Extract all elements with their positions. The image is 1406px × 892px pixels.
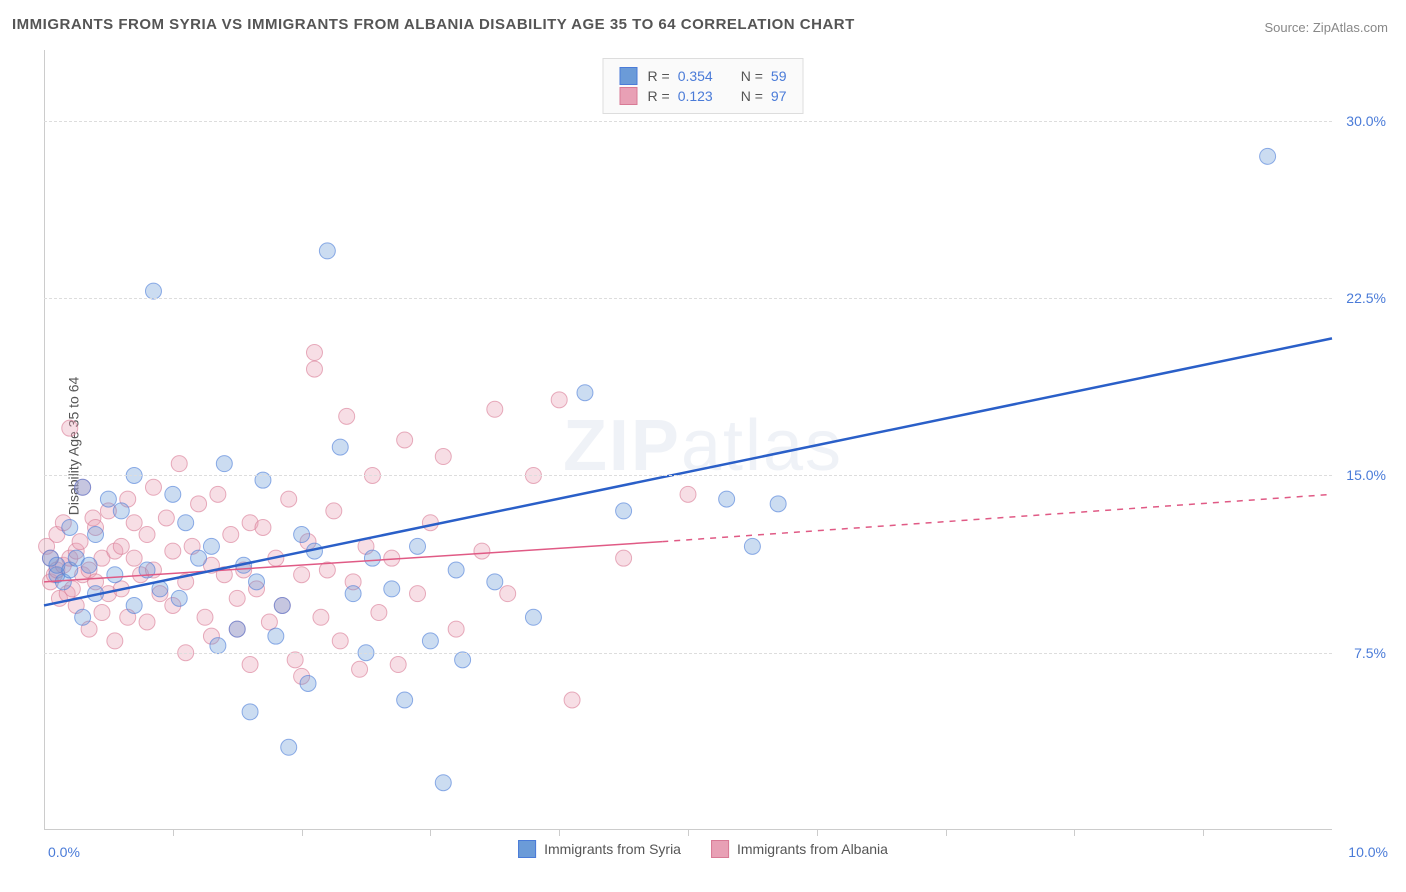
r-value-1: 0.354 [678, 68, 713, 84]
n-value-2: 97 [771, 88, 787, 104]
gridline [44, 121, 1332, 122]
n-value-1: 59 [771, 68, 787, 84]
bottom-legend-syria: Immigrants from Syria [518, 840, 681, 858]
x-tick-10: 10.0% [1348, 844, 1388, 860]
bottom-label-albania: Immigrants from Albania [737, 841, 888, 857]
y-tick-label: 15.0% [1346, 467, 1386, 483]
bottom-swatch-albania [711, 840, 729, 858]
series-legend: Immigrants from Syria Immigrants from Al… [518, 838, 888, 860]
y-tick-label: 30.0% [1346, 113, 1386, 129]
scatter-svg [44, 50, 1332, 830]
x-tick-0: 0.0% [48, 844, 80, 860]
y-tick-label: 22.5% [1346, 290, 1386, 306]
gridline [44, 475, 1332, 476]
legend-swatch-albania [620, 87, 638, 105]
chart-title: IMMIGRANTS FROM SYRIA VS IMMIGRANTS FROM… [12, 16, 855, 33]
legend-swatch-syria [620, 67, 638, 85]
gridline [44, 298, 1332, 299]
y-tick-label: 7.5% [1354, 645, 1386, 661]
n-label-2: N = [741, 88, 763, 104]
chart-container: IMMIGRANTS FROM SYRIA VS IMMIGRANTS FROM… [0, 0, 1406, 892]
gridline [44, 653, 1332, 654]
n-label-1: N = [741, 68, 763, 84]
r-label-2: R = [648, 88, 670, 104]
x-minor-ticks [44, 830, 1332, 836]
bottom-label-syria: Immigrants from Syria [544, 841, 681, 857]
legend-row-syria: R = 0.354 N = 59 [620, 67, 787, 85]
r-label-1: R = [648, 68, 670, 84]
legend-row-albania: R = 0.123 N = 97 [620, 87, 787, 105]
bottom-swatch-syria [518, 840, 536, 858]
bottom-legend-albania: Immigrants from Albania [711, 840, 888, 858]
correlation-legend: R = 0.354 N = 59 R = 0.123 N = 97 [603, 58, 804, 114]
source-attribution: Source: ZipAtlas.com [1264, 20, 1388, 35]
r-value-2: 0.123 [678, 88, 713, 104]
